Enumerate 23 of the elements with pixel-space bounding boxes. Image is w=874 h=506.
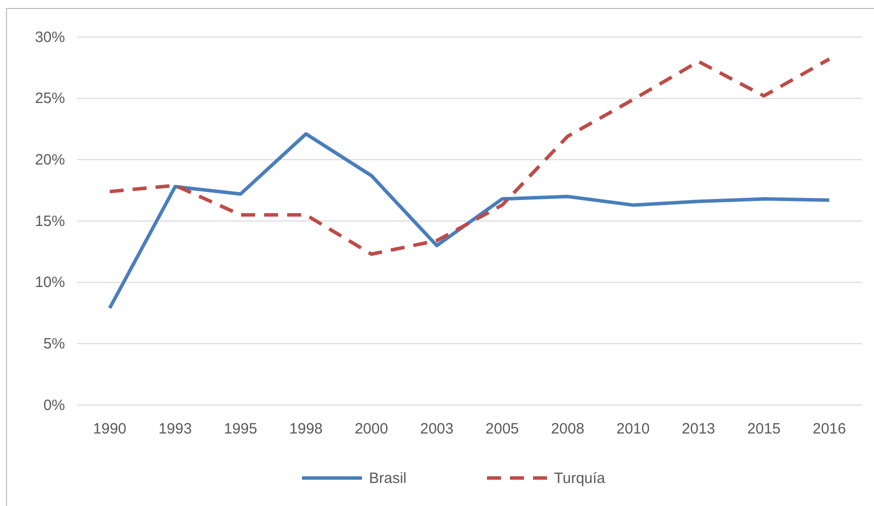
y-tick-label: 0% (43, 396, 65, 414)
legend-label: Brasil (369, 470, 407, 487)
x-tick-label: 2008 (550, 420, 584, 438)
line-series (108, 57, 832, 256)
y-tick-label: 10% (34, 274, 65, 292)
x-tick-label: 1990 (93, 420, 126, 438)
y-tick-label: 15% (34, 212, 65, 230)
y-tick-label: 20% (34, 151, 65, 168)
x-tick-label: 2010 (616, 420, 650, 438)
x-tick-label: 2005 (486, 420, 519, 438)
y-tick-label: 30% (34, 28, 65, 46)
x-tick-label: 2000 (354, 420, 388, 438)
y-tick-label: 25% (34, 90, 65, 108)
x-tick-label: 2013 (682, 420, 716, 438)
line-series (108, 132, 832, 310)
y-tick-label: 5% (43, 335, 65, 352)
x-tick-label: 1995 (224, 420, 258, 438)
x-tick-label: 2003 (420, 420, 454, 438)
legend-label: Turquía (554, 470, 606, 487)
x-tick-label: 2016 (812, 420, 846, 438)
x-tick-label: 1998 (289, 420, 323, 438)
x-tick-label: 2015 (747, 420, 781, 438)
x-tick-label: 1993 (158, 420, 192, 438)
